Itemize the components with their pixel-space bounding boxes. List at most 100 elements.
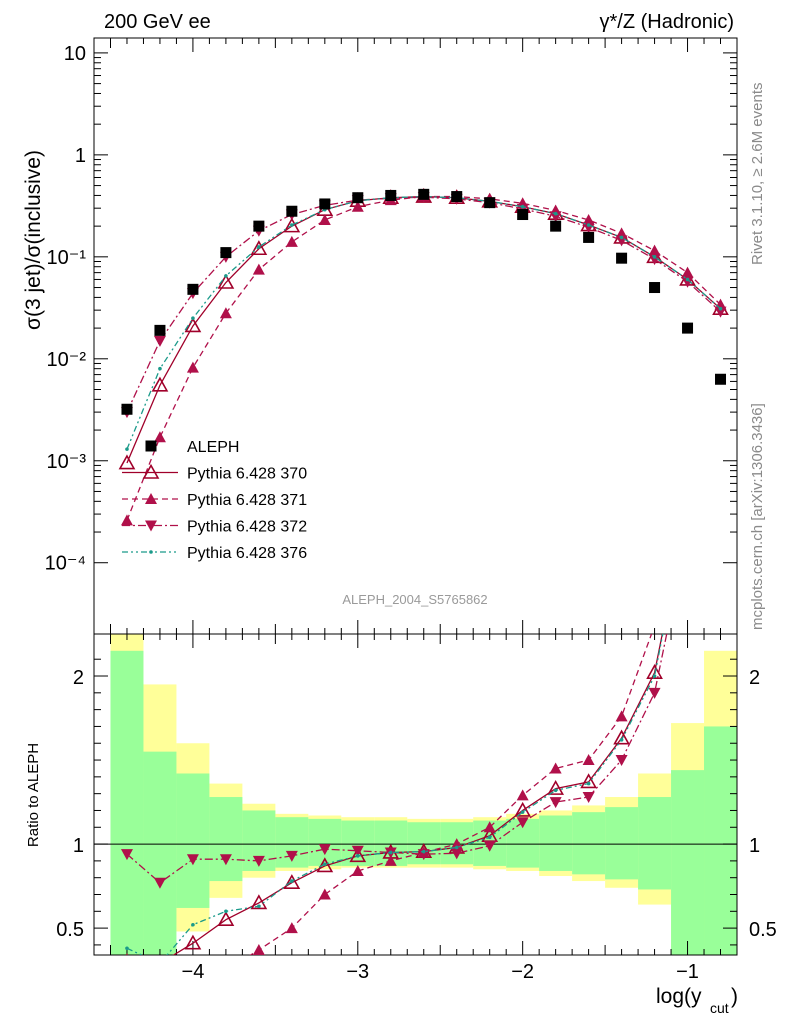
marker-p372 — [648, 254, 661, 266]
marker-p370 — [159, 954, 161, 955]
band-inner — [110, 650, 144, 955]
ratio-series — [120, 182, 728, 1002]
marker-p371 — [154, 991, 166, 1002]
marker-data — [319, 198, 331, 210]
legend-marker-p371 — [145, 493, 157, 504]
marker-p371 — [219, 307, 232, 319]
band-inner — [638, 797, 672, 890]
x-axis-label: log(y cut ) — [656, 985, 738, 1016]
marker-p372 — [648, 687, 661, 699]
marker-p370 — [250, 240, 268, 256]
main-y-tick-label: 10⁻² — [47, 349, 87, 371]
main-y-axis-ticks: 10⁻⁴ 10⁻³ 10⁻² 10⁻¹ 1 10 — [45, 38, 737, 955]
ratio-y-axis-label: Ratio to ALEPH — [25, 743, 42, 847]
main-series — [118, 187, 729, 526]
marker-p376 — [454, 845, 459, 850]
marker-p371 — [582, 213, 595, 225]
marker-p370 — [283, 874, 301, 890]
band-inner — [539, 815, 573, 871]
marker-p372 — [285, 850, 298, 862]
marker-p371 — [285, 235, 298, 247]
marker-p372 — [582, 222, 595, 234]
main-y-tick-label: 10⁻¹ — [47, 247, 87, 269]
marker-p370 — [580, 773, 597, 789]
marker-data — [286, 205, 298, 217]
marker-data — [682, 322, 694, 334]
marker-p376 — [520, 810, 525, 814]
marker-p376 — [257, 904, 261, 909]
band-inner — [605, 807, 639, 880]
marker-p371 — [351, 200, 364, 212]
legend-label-data: ALEPH — [187, 439, 239, 456]
marker-p371 — [384, 854, 397, 866]
ratio-x-tick-label: −2 — [511, 961, 534, 983]
band-inner — [176, 773, 210, 908]
marker-data — [715, 373, 727, 385]
marker-p371 — [252, 263, 265, 275]
marker-p370 — [714, 182, 728, 195]
marker-p371 — [153, 431, 166, 443]
marker-data — [517, 209, 529, 221]
marker-p370 — [681, 501, 695, 514]
marker-p371 — [549, 762, 562, 774]
marker-p376 — [191, 316, 195, 321]
ratio-x-tick-label: −4 — [182, 961, 205, 983]
marker-p370 — [349, 847, 367, 863]
band-inner — [209, 797, 243, 882]
main-y-tick-label: 10⁻⁴ — [45, 553, 86, 575]
marker-p371 — [516, 789, 529, 801]
ratio-y-tick-label: 0.5 — [56, 919, 84, 941]
main-y-tick-label: 10⁻³ — [47, 451, 87, 473]
marker-data — [616, 252, 628, 264]
marker-p372 — [351, 845, 364, 857]
marker-p376 — [290, 879, 294, 883]
marker-p370 — [646, 664, 663, 679]
marker-p371 — [483, 821, 496, 833]
marker-p376 — [718, 306, 723, 311]
marker-p376 — [686, 506, 690, 510]
marker-data — [121, 403, 133, 415]
marker-data — [418, 188, 430, 200]
marker-data — [253, 220, 265, 232]
marker-p372 — [450, 848, 463, 860]
legend: ALEPH Pythia 6.428 370 Pythia 6.428 371 Pyt… — [122, 439, 307, 562]
marker-p376 — [224, 909, 228, 914]
marker-p371 — [582, 754, 595, 766]
marker-p372 — [120, 849, 133, 861]
marker-p372 — [682, 528, 694, 539]
marker-p370 — [184, 934, 202, 950]
svg-text:log(y: log(y — [656, 985, 702, 1008]
svg-text:): ) — [731, 985, 738, 1008]
ratio-y-tick-label: 1 — [73, 835, 84, 857]
marker-p370 — [283, 217, 301, 233]
marker-p372 — [549, 797, 562, 809]
marker-p371 — [615, 710, 628, 722]
marker-p371 — [318, 213, 331, 225]
ratio-y-tick-label: 2 — [73, 667, 84, 689]
marker-p376 — [224, 274, 228, 278]
header-left-title: 200 GeV ee — [104, 11, 211, 33]
marker-p370 — [217, 911, 235, 927]
marker-p376 — [619, 738, 624, 742]
legend-marker-p372 — [145, 520, 157, 532]
marker-p376 — [553, 788, 558, 793]
marker-p376 — [719, 187, 723, 191]
marker-p370 — [514, 801, 532, 817]
marker-data — [583, 231, 595, 243]
rivet-side-text: Rivet 3.1.10, ≥ 2.6M events — [749, 83, 766, 266]
band-inner — [704, 726, 737, 955]
marker-p371 — [252, 943, 265, 955]
marker-data — [220, 247, 232, 259]
marker-p372 — [615, 755, 628, 767]
marker-p371 — [186, 361, 199, 373]
marker-data — [484, 197, 496, 209]
uncertainty-bands — [110, 634, 737, 955]
band-inner — [143, 751, 177, 955]
marker-p376 — [191, 922, 195, 927]
marker-p376 — [586, 781, 591, 786]
marker-p372 — [615, 235, 628, 247]
marker-p372 — [715, 234, 727, 245]
marker-p372 — [582, 792, 595, 804]
marker-p371 — [648, 244, 661, 256]
